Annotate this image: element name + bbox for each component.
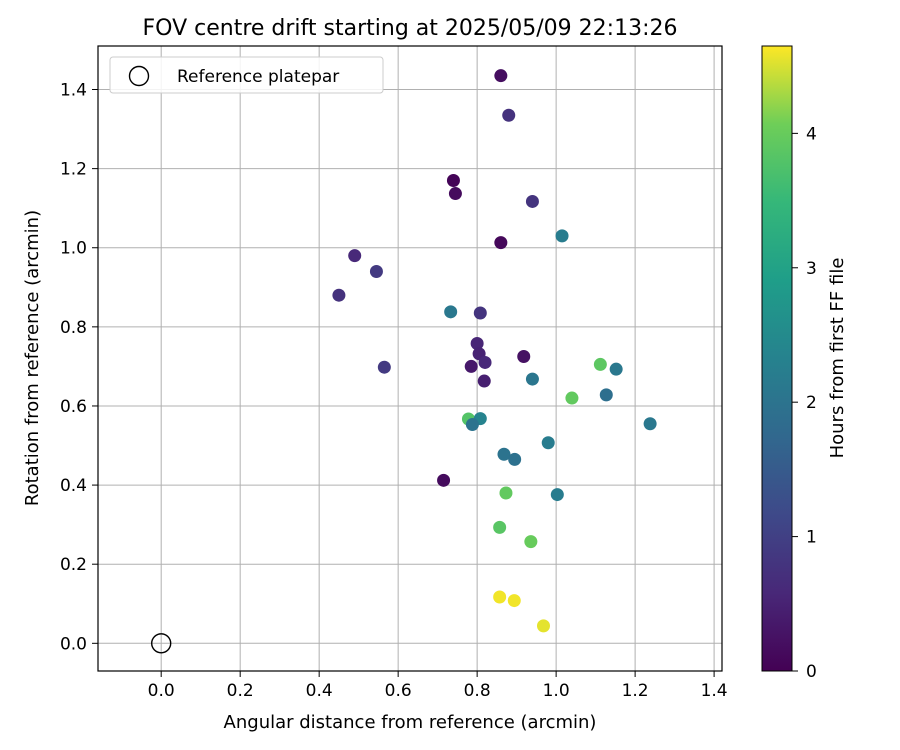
data-point	[494, 236, 508, 250]
y-axis-ticks: 0.0 0.2 0.4 0.6 0.8 1.0 1.2 1.4	[60, 81, 98, 654]
reference-point-layer	[150, 633, 172, 654]
colorbar-tick-label: 0	[806, 662, 817, 682]
colorbar-tick-label: 3	[806, 259, 817, 279]
plot-frame	[97, 45, 723, 672]
data-point	[550, 488, 564, 502]
data-point	[444, 305, 458, 319]
x-axis-ticks: 0.0 0.2 0.4 0.6 0.8 1.0 1.2 1.4	[148, 671, 728, 701]
data-point	[536, 619, 550, 633]
data-point	[464, 359, 478, 373]
data-point	[593, 357, 607, 371]
x-tick-label: 1.0	[543, 681, 570, 701]
data-point	[470, 336, 484, 350]
data-point	[643, 417, 657, 431]
colorbar-tick-label: 1	[806, 528, 817, 548]
data-point	[369, 264, 383, 278]
y-tick-label: 1.4	[60, 81, 87, 101]
data-points	[332, 69, 657, 633]
data-point	[524, 535, 538, 549]
legend-marker	[128, 65, 150, 87]
data-point	[525, 372, 539, 386]
y-axis-label: Rotation from reference (arcmin)	[22, 210, 43, 506]
legend-box	[109, 56, 384, 94]
data-point	[517, 350, 531, 364]
y-tick-label: 1.0	[60, 239, 87, 259]
chart-title: FOV centre drift starting at 2025/05/09 …	[143, 16, 678, 41]
colorbar-ticks: 0 1 2 3 4	[792, 124, 817, 682]
x-tick-label: 0.0	[148, 681, 175, 701]
x-tick-label: 1.4	[701, 681, 728, 701]
data-point	[332, 288, 346, 302]
data-point	[555, 229, 569, 243]
data-point	[446, 173, 460, 187]
x-tick-label: 0.8	[464, 681, 491, 701]
data-point	[493, 590, 507, 604]
data-point	[437, 473, 451, 487]
x-tick-label: 0.6	[385, 681, 412, 701]
data-point	[465, 418, 479, 432]
y-tick-label: 1.2	[60, 160, 87, 180]
y-tick-label: 0.6	[60, 397, 87, 417]
data-point	[508, 452, 522, 466]
x-axis-label: Angular distance from reference (arcmin)	[224, 712, 597, 733]
x-tick-label: 0.4	[306, 681, 333, 701]
reference-platepar-marker	[150, 633, 172, 654]
colorbar-tick-label: 2	[806, 393, 817, 413]
y-tick-label: 0.0	[60, 634, 87, 654]
data-point	[499, 486, 513, 500]
data-point	[525, 194, 539, 208]
colorbar-tick-label: 4	[806, 124, 817, 144]
legend: Reference platepar	[109, 56, 384, 94]
colorbar-gradient	[761, 45, 793, 672]
data-point	[507, 594, 521, 608]
x-tick-label: 1.2	[622, 681, 649, 701]
data-point	[599, 388, 613, 402]
data-point	[377, 360, 391, 374]
y-tick-label: 0.4	[60, 476, 87, 496]
data-point	[565, 391, 579, 405]
data-point	[541, 436, 555, 450]
data-point	[497, 447, 511, 461]
data-point	[478, 355, 492, 369]
x-tick-label: 0.2	[227, 681, 254, 701]
data-point	[477, 374, 491, 388]
grid-lines	[98, 46, 722, 671]
data-point	[502, 108, 516, 122]
data-point	[493, 520, 507, 534]
data-point	[473, 306, 487, 320]
colorbar: 0 1 2 3 4 Hours from first FF file	[761, 45, 848, 682]
legend-label: Reference platepar	[177, 67, 339, 87]
y-tick-label: 0.8	[60, 318, 87, 338]
data-point	[348, 249, 362, 263]
data-point	[494, 69, 508, 83]
y-tick-label: 0.2	[60, 555, 87, 575]
data-point	[448, 187, 462, 201]
data-point	[609, 362, 623, 376]
colorbar-label: Hours from first FF file	[827, 258, 848, 459]
